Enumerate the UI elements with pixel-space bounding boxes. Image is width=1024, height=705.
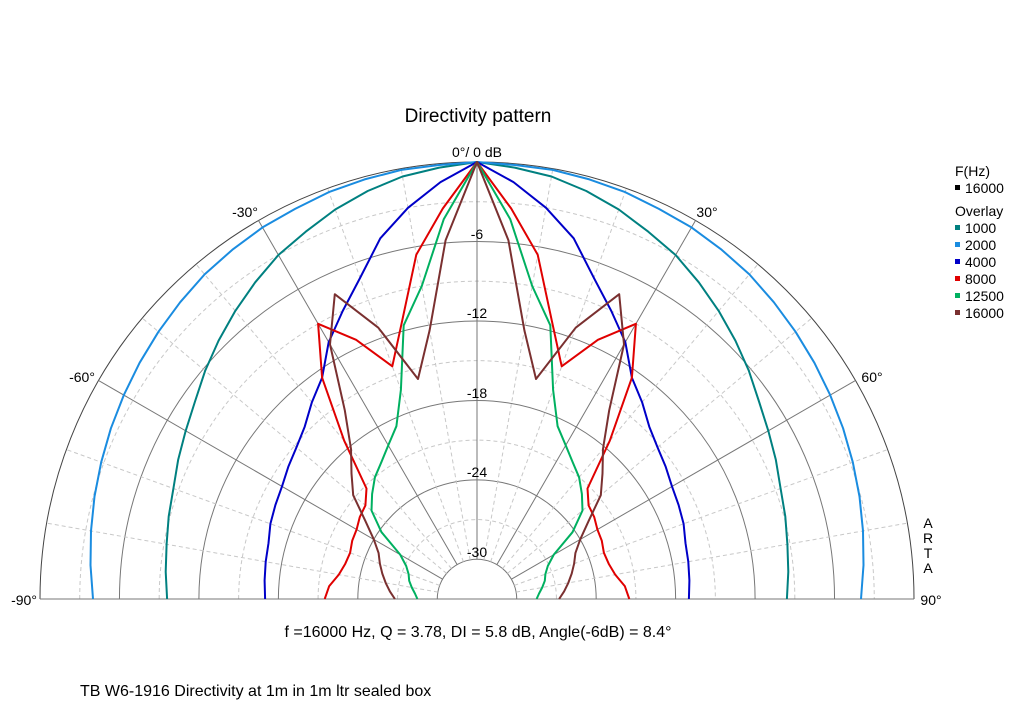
grid-spoke-major — [511, 380, 856, 580]
watermark-letter-a1: A — [923, 515, 933, 531]
legend-label-2000: 2000 — [965, 237, 996, 253]
legend-label-16000: 16000 — [965, 305, 1004, 321]
info-line: f =16000 Hz, Q = 3.78, DI = 5.8 dB, Angl… — [284, 624, 671, 641]
grid-spoke-minor — [46, 522, 438, 593]
legend-marker-8000 — [955, 276, 960, 281]
radial-tick-minus-24: -24 — [467, 464, 487, 480]
grid-spoke-minor — [195, 263, 452, 569]
angle-label-minus-60: -60° — [69, 369, 95, 385]
legend-marker-2000 — [955, 242, 960, 247]
grid-ring-minor — [317, 439, 637, 600]
top-label: 0°/ 0 dB — [452, 144, 502, 160]
legend-marker-16000 — [955, 310, 960, 315]
legend-marker-4000 — [955, 259, 960, 264]
grid-ring-major — [436, 558, 518, 600]
grid-spoke-minor — [141, 317, 447, 574]
grid-spoke-minor — [327, 188, 464, 562]
legend-label-8000: 8000 — [965, 271, 996, 287]
radial-tick-minus-6: -6 — [471, 226, 484, 242]
radial-tick-minus-12: -12 — [467, 305, 487, 321]
grid-spoke-minor — [66, 449, 440, 586]
angle-label-minus-90: -90° — [11, 592, 37, 608]
angle-label-90: 90° — [920, 592, 941, 608]
watermark-letter-t: T — [924, 545, 933, 561]
watermark-letter-a2: A — [923, 560, 933, 576]
legend-overlay-title: Overlay — [955, 203, 1003, 219]
legend: F(Hz) 16000 Overlay 10002000400080001250… — [955, 163, 1004, 321]
legend-header: F(Hz) — [955, 163, 990, 179]
legend-label-4000: 4000 — [965, 254, 996, 270]
grid-spoke-minor — [490, 188, 627, 562]
legend-marker-1000 — [955, 225, 960, 230]
footnote: TB W6-1916 Directivity at 1m in 1m ltr s… — [80, 683, 431, 700]
legend-label-12500: 12500 — [965, 288, 1004, 304]
grid-spoke-minor — [507, 317, 813, 574]
angle-label-minus-30: -30° — [232, 204, 258, 220]
legend-label-1000: 1000 — [965, 220, 996, 236]
radial-tick-minus-18: -18 — [467, 385, 487, 401]
grid-spoke-minor — [483, 168, 554, 560]
series-layer — [89, 161, 865, 600]
grid-spoke-major — [496, 220, 696, 565]
grid-spoke-minor — [400, 168, 471, 560]
watermark-letter-r: R — [923, 530, 933, 546]
grid-spoke-major — [258, 220, 458, 565]
grid-spoke-minor — [514, 449, 888, 586]
grid-spoke-minor — [502, 263, 759, 569]
grid-spoke-major — [98, 380, 443, 580]
angle-label-60: 60° — [861, 369, 882, 385]
angle-label-30: 30° — [696, 204, 717, 220]
grid-spoke-minor — [516, 522, 908, 593]
legend-current-marker — [955, 185, 960, 190]
legend-marker-12500 — [955, 293, 960, 298]
chart-title: Directivity pattern — [405, 106, 552, 127]
polar-grid — [39, 161, 915, 600]
legend-current-value: 16000 — [965, 180, 1004, 196]
radial-tick-minus-30: -30 — [467, 544, 487, 560]
series-line-16000 — [329, 161, 625, 600]
